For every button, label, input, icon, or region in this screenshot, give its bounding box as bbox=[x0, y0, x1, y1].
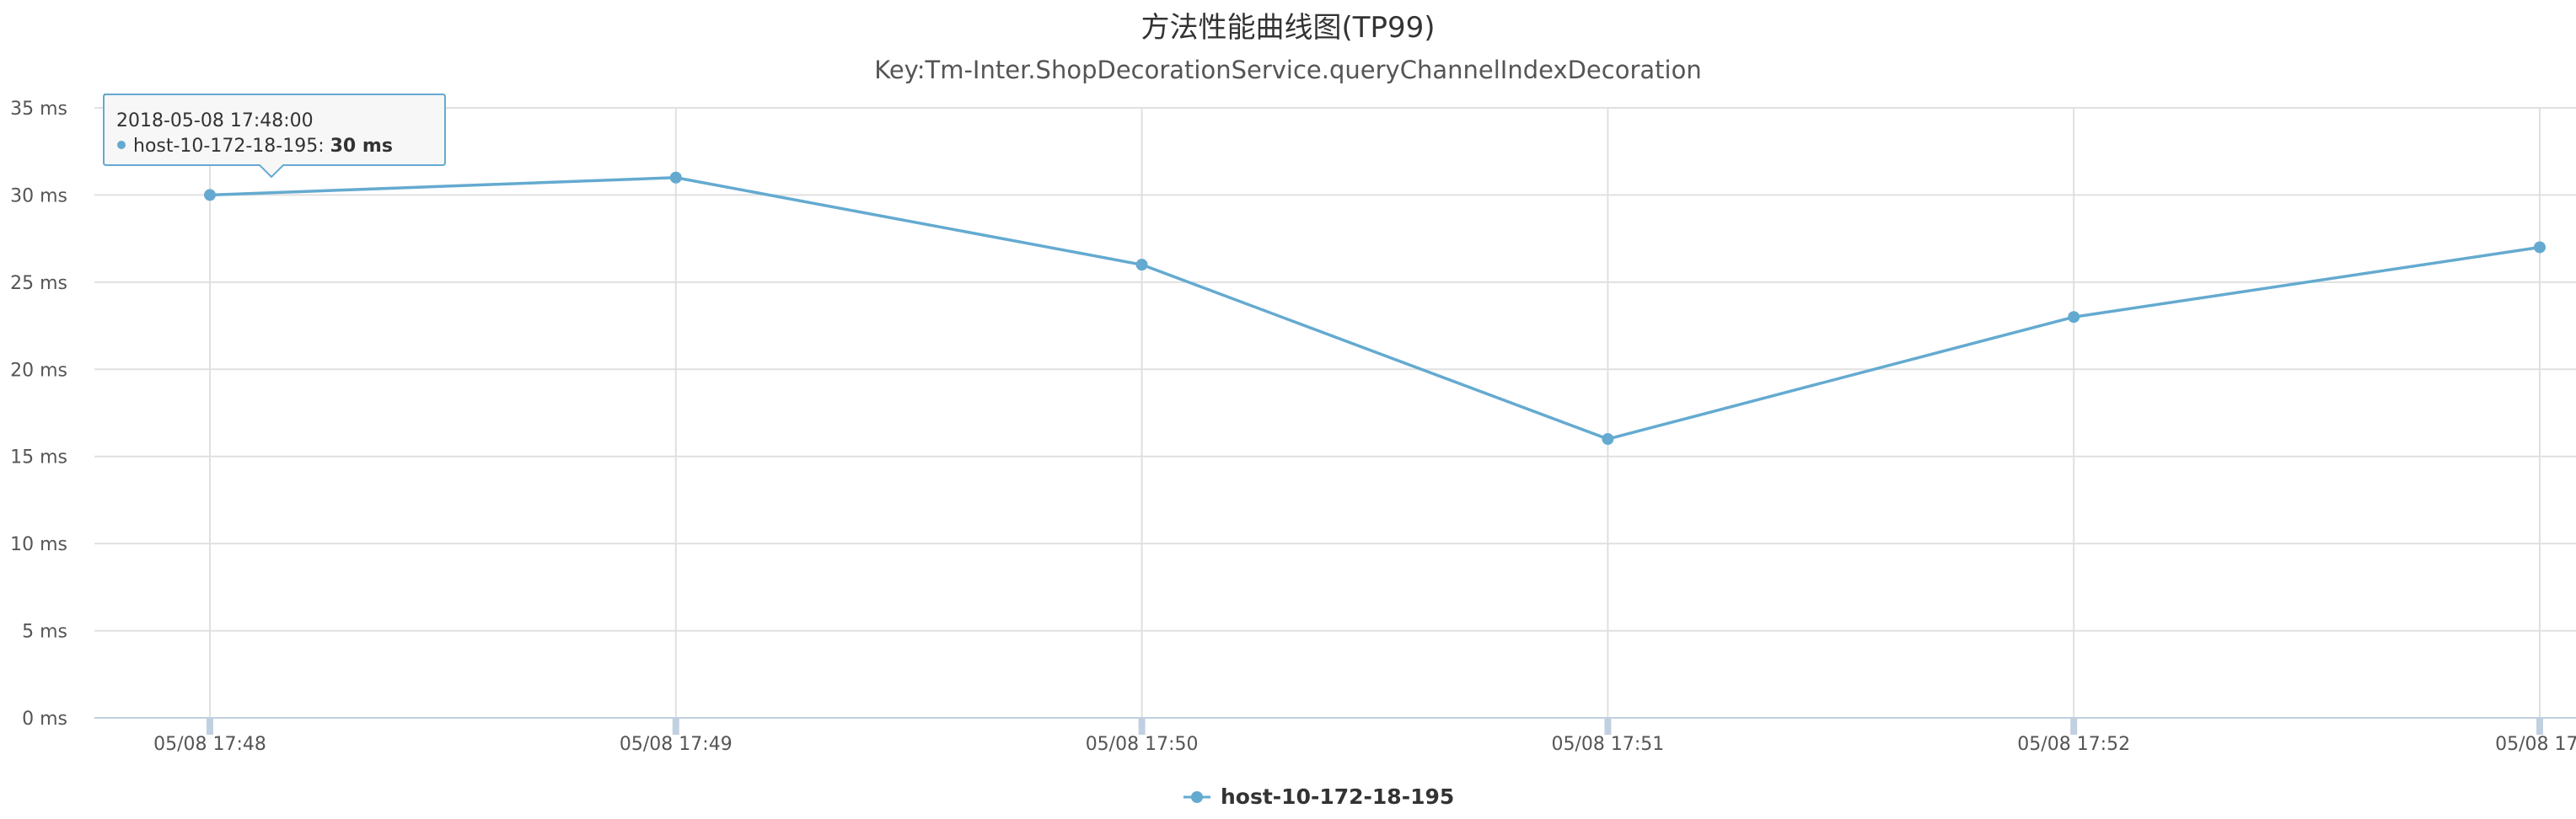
y-tick-label: 30 ms bbox=[10, 185, 67, 206]
chart-subtitle: Key:Tm-Inter.ShopDecorationService.query… bbox=[874, 56, 1701, 84]
tooltip-series-line: host-10-172-18-195: 30 ms bbox=[133, 136, 393, 157]
data-point[interactable] bbox=[2068, 311, 2080, 324]
x-tick-mark bbox=[2536, 718, 2543, 735]
grid-lines bbox=[94, 107, 2576, 718]
series-host bbox=[204, 171, 2546, 446]
x-tick-mark bbox=[207, 718, 213, 735]
data-point[interactable] bbox=[1135, 259, 1148, 271]
x-tick-label: 05/08 17:48 bbox=[153, 734, 266, 755]
legend[interactable]: host-10-172-18-195 bbox=[1183, 784, 1454, 809]
x-tick-label: 05/08 17: bbox=[2495, 734, 2576, 755]
y-tick-label: 20 ms bbox=[10, 360, 67, 381]
y-tick-label: 5 ms bbox=[22, 622, 67, 643]
x-tick-label: 05/08 17:51 bbox=[1552, 734, 1665, 755]
y-axis-ticks: 0 ms 5 ms 10 ms 15 ms 20 ms 25 ms 30 ms 35 ms bbox=[10, 99, 67, 730]
series-line bbox=[209, 175, 2541, 441]
x-tick-mark bbox=[1604, 718, 1612, 735]
data-point[interactable] bbox=[204, 189, 216, 201]
x-tick-mark bbox=[2070, 718, 2078, 735]
data-point[interactable] bbox=[2534, 241, 2546, 254]
y-tick-label: 0 ms bbox=[22, 709, 67, 730]
tooltip-series-marker bbox=[117, 141, 126, 149]
x-axis-ticks: 05/08 17:48 05/08 17:49 05/08 17:50 05/08 1… bbox=[153, 734, 2576, 755]
x-tick-label: 05/08 17:52 bbox=[2017, 734, 2130, 755]
x-tick-mark bbox=[1138, 718, 1146, 735]
legend-label: host-10-172-18-195 bbox=[1221, 784, 1454, 809]
data-point[interactable] bbox=[1602, 433, 1614, 446]
chart-title: 方法性能曲线图(TP99) bbox=[1140, 11, 1435, 45]
y-tick-label: 10 ms bbox=[10, 534, 67, 555]
tooltip-box bbox=[103, 94, 446, 179]
tooltip-series-name: host-10-172-18-195 bbox=[133, 136, 318, 157]
x-axis bbox=[94, 717, 2576, 735]
y-tick-label: 35 ms bbox=[10, 99, 67, 120]
y-tick-label: 15 ms bbox=[10, 447, 67, 468]
legend-marker bbox=[1191, 791, 1203, 803]
data-point[interactable] bbox=[669, 171, 682, 184]
tooltip-value: 30 ms bbox=[330, 136, 393, 157]
x-tick-label: 05/08 17:49 bbox=[620, 734, 733, 755]
tooltip-separator: : bbox=[318, 136, 330, 157]
tooltip: 2018-05-08 17:48:00 host-10-172-18-195: … bbox=[103, 94, 446, 179]
x-tick-label: 05/08 17:50 bbox=[1086, 734, 1199, 755]
x-tick-mark bbox=[672, 718, 679, 735]
tooltip-header: 2018-05-08 17:48:00 bbox=[116, 110, 314, 131]
y-tick-label: 25 ms bbox=[10, 273, 67, 294]
